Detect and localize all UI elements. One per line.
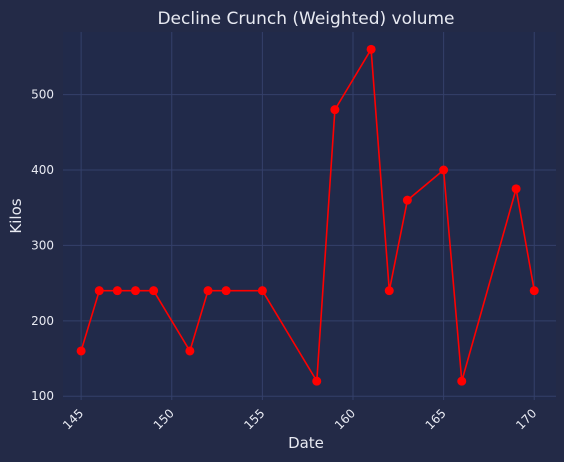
x-tick-label: 150 [151,406,177,432]
data-point [366,44,376,54]
x-tick-label: 170 [513,406,539,432]
y-tick-label: 500 [31,88,54,102]
data-point [94,286,104,296]
data-point [402,195,412,205]
x-axis-label: Date [288,434,324,452]
data-point [257,286,267,296]
grid [63,32,556,400]
data-point [529,286,539,296]
data-points [76,44,539,386]
y-tick-label: 200 [31,314,54,328]
data-point [384,286,394,296]
data-point [221,286,231,296]
y-tick-label: 400 [31,163,54,177]
x-tick-label: 155 [241,406,267,432]
data-point [149,286,159,296]
data-point [203,286,213,296]
y-axis-label: Kilos [7,198,25,233]
data-point [511,184,521,194]
data-point [439,165,449,175]
data-point [330,105,340,115]
y-tick-label: 100 [31,389,54,403]
data-point [76,346,86,356]
x-tick-label: 145 [60,406,86,432]
data-point [457,376,467,386]
x-tick-label: 160 [332,406,358,432]
x-tick-label: 165 [423,406,449,432]
y-tick-labels: 100 200 300 400 500 [31,88,54,404]
data-point [185,346,195,356]
y-tick-label: 300 [31,238,54,252]
chart-title: Decline Crunch (Weighted) volume [157,9,454,29]
data-point [112,286,122,296]
data-point [312,376,322,386]
x-tick-labels: 145 150 155 160 165 170 [60,406,539,432]
plot-area [63,32,556,400]
data-point [131,286,140,296]
